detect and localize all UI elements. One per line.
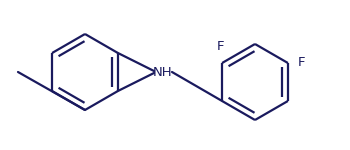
Text: F: F — [216, 40, 224, 53]
Text: NH: NH — [153, 66, 173, 78]
Text: F: F — [298, 57, 306, 69]
